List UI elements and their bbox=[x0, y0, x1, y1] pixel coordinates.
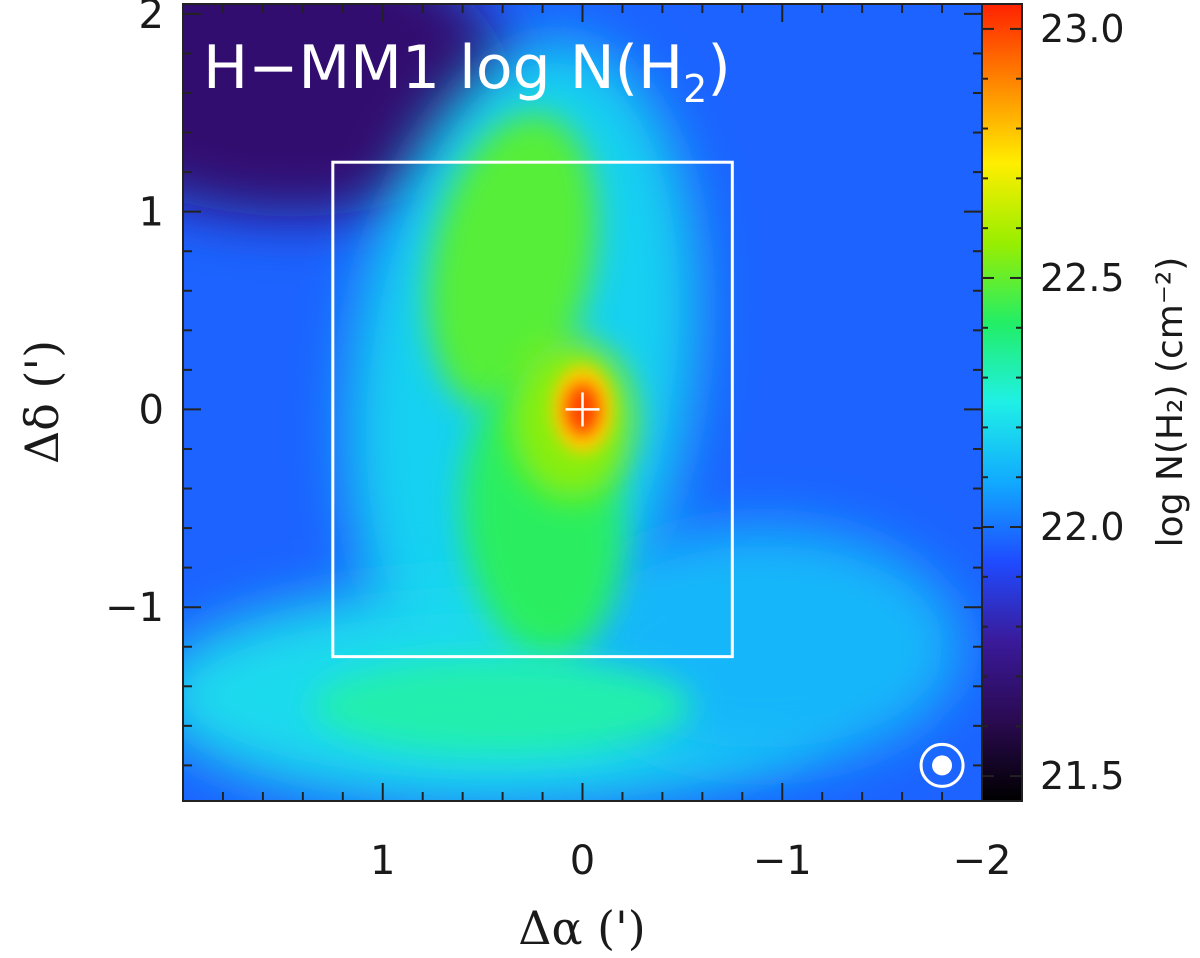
y-tick-label: 0 bbox=[139, 387, 164, 433]
beam-size-symbol bbox=[919, 742, 965, 788]
x-axis-title: Δα (') bbox=[518, 901, 645, 955]
colorbar-ticks bbox=[982, 27, 1022, 778]
y-axis-tick-labels: −1 0 1 2 bbox=[105, 0, 164, 631]
colorbar-title: log N(H₂) (cm⁻²) bbox=[1150, 257, 1191, 548]
y-axis-title: Δδ (') bbox=[15, 340, 69, 464]
map-title: H−MM1 log N(H2) bbox=[203, 33, 731, 111]
southern-ridge bbox=[312, 658, 693, 755]
x-axis-ticks bbox=[182, 4, 983, 801]
x-tick-label: 0 bbox=[570, 838, 595, 884]
heatmap-emission-layers bbox=[183, 4, 963, 801]
x-tick-label: 1 bbox=[370, 838, 395, 884]
colorbar-tick-label: 23.0 bbox=[1040, 7, 1125, 51]
x-axis-tick-labels: 1 0 −1 −2 bbox=[370, 838, 1011, 884]
colorbar-tick-labels: 21.5 22.0 22.5 23.0 bbox=[1040, 7, 1125, 798]
beam-outer-ring bbox=[919, 742, 965, 788]
beam-inner-dot bbox=[932, 755, 953, 776]
colorbar-tick-label: 22.5 bbox=[1040, 256, 1125, 300]
colorbar-tick-label: 22.0 bbox=[1040, 505, 1125, 549]
y-axis-ticks bbox=[183, 12, 982, 767]
y-tick-label: 1 bbox=[139, 190, 164, 236]
colorbar bbox=[981, 3, 1023, 802]
peak-cross-marker bbox=[565, 392, 600, 427]
heatmap-image bbox=[183, 4, 982, 801]
y-tick-label: 2 bbox=[139, 0, 164, 38]
colorbar-tick-label: 21.5 bbox=[1040, 754, 1125, 798]
analysis-box bbox=[331, 160, 734, 659]
y-tick-label: −1 bbox=[105, 585, 164, 631]
low-region-northwest bbox=[183, 4, 512, 217]
x-tick-label: −2 bbox=[953, 838, 1012, 884]
x-tick-label: −1 bbox=[753, 838, 812, 884]
filament-north bbox=[428, 113, 597, 409]
